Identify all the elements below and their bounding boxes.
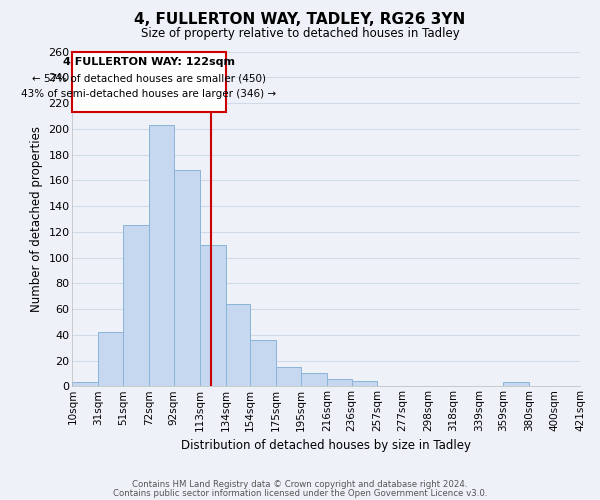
Bar [250, 340, 276, 386]
Y-axis label: Number of detached properties: Number of detached properties [30, 126, 43, 312]
X-axis label: Distribution of detached houses by size in Tadley: Distribution of detached houses by size … [181, 440, 471, 452]
Bar [276, 367, 301, 386]
Text: 4, FULLERTON WAY, TADLEY, RG26 3YN: 4, FULLERTON WAY, TADLEY, RG26 3YN [134, 12, 466, 28]
Bar [173, 170, 200, 386]
Bar [226, 304, 250, 386]
Text: Size of property relative to detached houses in Tadley: Size of property relative to detached ho… [140, 28, 460, 40]
Bar [200, 244, 226, 386]
Text: 43% of semi-detached houses are larger (346) →: 43% of semi-detached houses are larger (… [22, 89, 277, 99]
Bar [73, 382, 98, 386]
Bar [327, 378, 352, 386]
Text: Contains HM Land Registry data © Crown copyright and database right 2024.: Contains HM Land Registry data © Crown c… [132, 480, 468, 489]
Bar [301, 374, 327, 386]
Bar [352, 381, 377, 386]
Text: Contains public sector information licensed under the Open Government Licence v3: Contains public sector information licen… [113, 488, 487, 498]
Bar [149, 125, 173, 386]
Bar [123, 226, 149, 386]
Text: ← 57% of detached houses are smaller (450): ← 57% of detached houses are smaller (45… [32, 74, 266, 84]
Bar [503, 382, 529, 386]
FancyBboxPatch shape [73, 52, 226, 112]
Text: 4 FULLERTON WAY: 122sqm: 4 FULLERTON WAY: 122sqm [63, 56, 235, 66]
Bar [98, 332, 123, 386]
